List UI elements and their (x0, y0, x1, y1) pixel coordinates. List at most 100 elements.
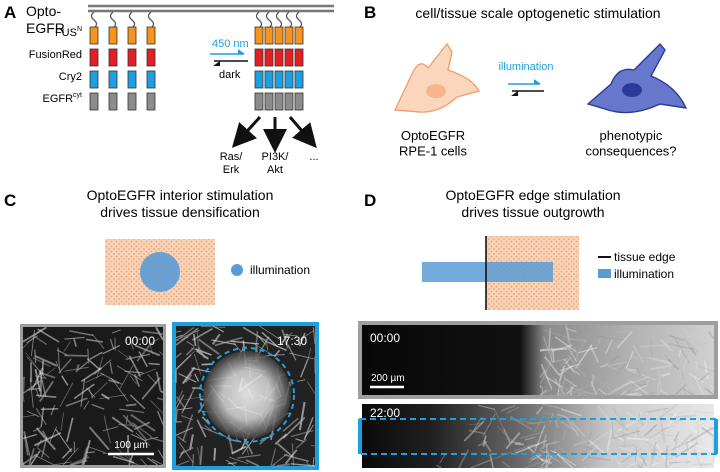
fiber (545, 455, 553, 469)
fiber (650, 451, 660, 469)
fiber (640, 343, 669, 348)
fiber (489, 453, 494, 469)
fiber (134, 344, 161, 357)
label-fusionred: FusionRed (29, 49, 82, 61)
fiber (192, 454, 194, 467)
fiber (468, 429, 486, 435)
fiber (549, 412, 554, 423)
fiber (65, 397, 88, 407)
fiber (214, 336, 243, 347)
fiber (685, 441, 689, 452)
monomer-0-linker (90, 11, 98, 29)
fiber (626, 437, 649, 441)
fiber (639, 357, 660, 360)
fiber (213, 448, 216, 461)
cell-blue-nucleus (622, 83, 642, 97)
fiber (273, 463, 276, 467)
cell-orange-nucleus (426, 84, 446, 98)
fiber (528, 449, 548, 463)
fiber (668, 461, 691, 464)
fiber (694, 376, 704, 396)
fiber (141, 377, 161, 400)
fiber (204, 424, 212, 431)
fiber (583, 445, 600, 453)
fiber (175, 327, 199, 346)
fiber (665, 445, 669, 469)
fiber (597, 405, 612, 423)
fiber (64, 336, 85, 340)
fiber (560, 408, 582, 417)
fiber (680, 433, 693, 445)
fiber (29, 377, 34, 408)
fiber (667, 358, 680, 371)
fiber (514, 443, 540, 455)
fiber (470, 459, 492, 469)
fiber (53, 461, 72, 466)
fiber (237, 454, 261, 459)
fiber (708, 426, 715, 431)
fiber (679, 341, 708, 350)
fiber (86, 451, 95, 454)
fiber (62, 447, 79, 466)
cluster-4-domain-3 (294, 92, 304, 111)
fiber (556, 413, 568, 419)
fiber (175, 409, 178, 422)
fiber (125, 353, 151, 360)
fiber (513, 418, 540, 425)
fiber (625, 462, 636, 469)
fiber (667, 450, 684, 465)
b-reverse-arrowhead (511, 91, 518, 96)
fiber (704, 387, 715, 396)
legend-illum-label-d: illumination (614, 267, 674, 281)
monomer-0-domain-0 (89, 26, 99, 45)
fiber (673, 431, 680, 442)
fiber (636, 426, 639, 435)
fiber (625, 354, 630, 364)
fiber (35, 427, 56, 451)
fiber (148, 362, 160, 366)
fiber (688, 434, 704, 442)
fiber (582, 466, 588, 469)
fiber (581, 443, 601, 462)
fiber (125, 403, 137, 407)
monomer-1-domain-2 (108, 70, 118, 89)
fiber (541, 434, 547, 450)
fiber (644, 391, 656, 396)
fiber (614, 427, 638, 437)
fiber (60, 412, 64, 432)
fiber (668, 342, 694, 351)
monomer-2-domain-2 (127, 70, 137, 89)
monomer-1-domain-0 (108, 26, 118, 45)
fiber (22, 328, 42, 349)
fiber (129, 394, 146, 410)
fiber (565, 417, 580, 437)
cluster-0-domain-3 (254, 92, 264, 111)
strip-bottom (362, 404, 714, 468)
cluster-2-domain-0 (274, 26, 284, 45)
fiber (298, 401, 306, 431)
monomer-2-domain-1 (127, 48, 137, 67)
fiber (691, 463, 713, 466)
fiber (141, 330, 164, 335)
fiber (542, 329, 571, 339)
fiber (500, 404, 516, 412)
fiber (692, 447, 703, 469)
fiber (678, 348, 682, 357)
fiber (665, 446, 678, 455)
fiber (709, 436, 715, 444)
fiber (638, 453, 648, 467)
fiber (657, 406, 685, 424)
fiber (562, 430, 567, 440)
fiber (553, 450, 574, 469)
fiber (64, 366, 89, 372)
fiber (641, 454, 664, 464)
fiber (63, 341, 71, 352)
fiber (584, 431, 592, 456)
fiber (703, 360, 709, 380)
fiber (644, 461, 662, 469)
cluster-4-domain-1 (294, 48, 304, 67)
fiber (469, 423, 484, 425)
fiber (637, 457, 650, 465)
fiber (570, 385, 573, 396)
fiber (26, 410, 40, 418)
